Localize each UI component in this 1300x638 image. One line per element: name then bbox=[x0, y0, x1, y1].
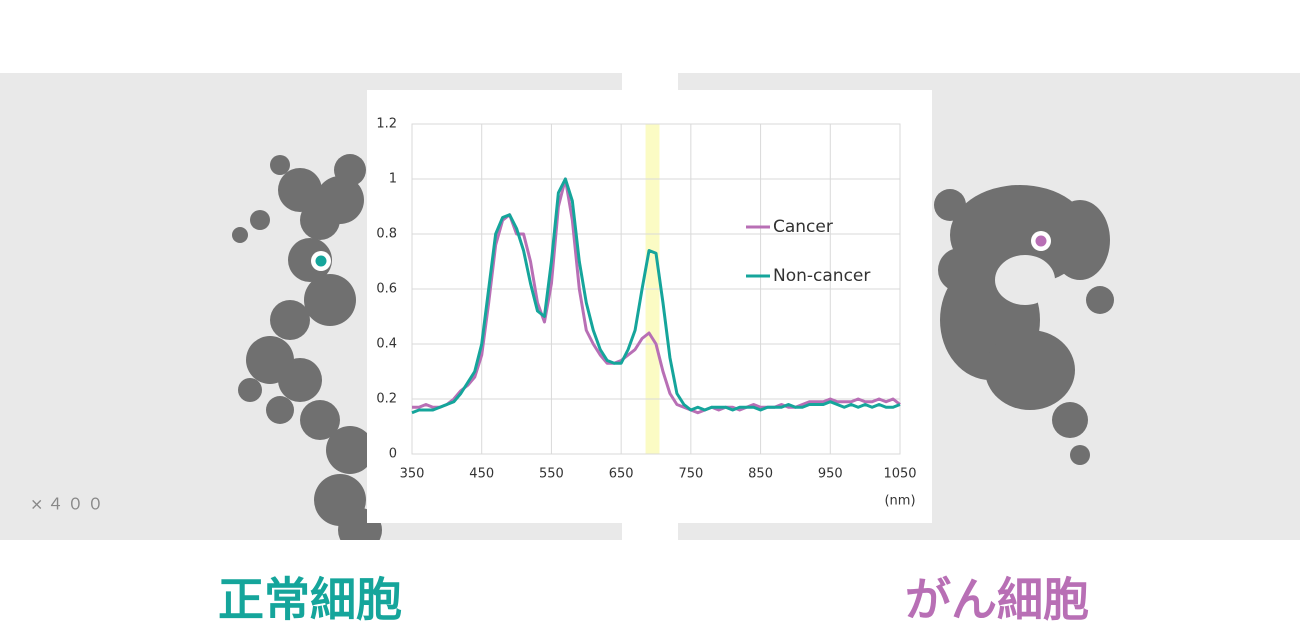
x-tick-label: 850 bbox=[748, 467, 773, 482]
marker-left-dot bbox=[315, 255, 327, 267]
x-tick-label: 650 bbox=[609, 467, 634, 482]
magnification: ×４００ bbox=[30, 495, 107, 514]
x-axis-label: (nm) bbox=[884, 494, 915, 509]
x-tick-label: 350 bbox=[400, 467, 425, 482]
y-tick-label: 1 bbox=[389, 172, 397, 187]
cell-cluster-right bbox=[934, 185, 1114, 465]
marker-right-dot bbox=[1035, 235, 1047, 247]
y-tick-label: 1.2 bbox=[376, 117, 397, 132]
y-tick-label: 0.8 bbox=[376, 227, 397, 242]
x-tick-label: 550 bbox=[539, 467, 564, 482]
y-tick-label: 0.2 bbox=[376, 392, 397, 407]
legend-label: Cancer bbox=[773, 217, 833, 237]
x-tick-label: 1050 bbox=[883, 467, 916, 482]
plot-border bbox=[411, 123, 901, 455]
caption-cancer: がん細胞 bbox=[905, 573, 1089, 627]
x-tick-label: 450 bbox=[469, 467, 494, 482]
legend-label: Non-cancer bbox=[773, 266, 870, 286]
x-tick-label: 750 bbox=[678, 467, 703, 482]
x-tick-label: 950 bbox=[818, 467, 843, 482]
caption-normal: 正常細胞 bbox=[218, 573, 402, 627]
y-tick-label: 0 bbox=[389, 447, 397, 462]
y-tick-label: 0.4 bbox=[376, 337, 397, 352]
series-line bbox=[411, 177, 901, 415]
y-tick-label: 0.6 bbox=[376, 282, 397, 297]
